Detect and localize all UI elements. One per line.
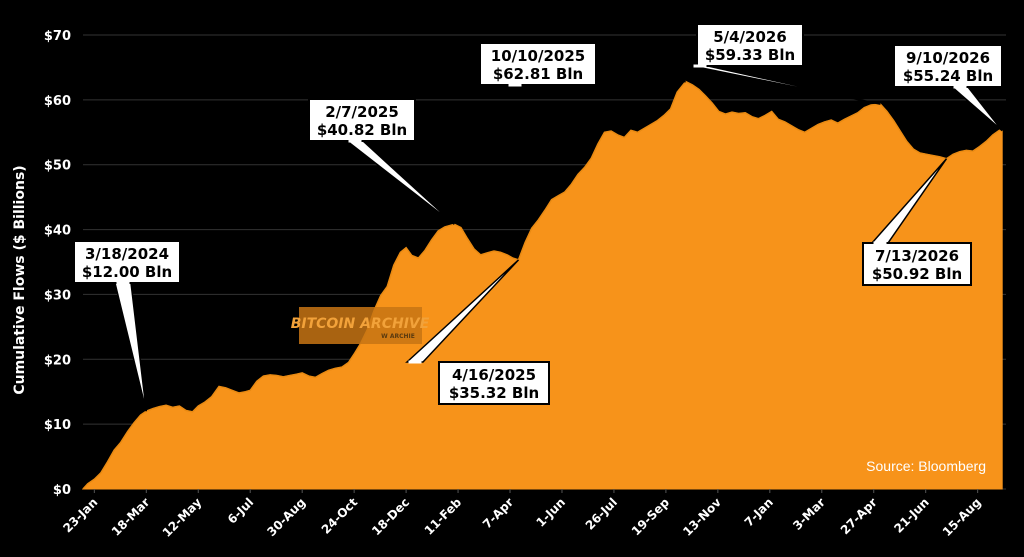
annotation-date: 5/4/2026 bbox=[713, 28, 787, 46]
annotation-value: $40.82 Bln bbox=[317, 121, 407, 139]
y-tick-label: $0 bbox=[53, 483, 71, 498]
annotation-callout: 3/18/2024$12.00 Bln bbox=[73, 240, 181, 412]
annotation-callout: 10/10/2025$62.81 Bln bbox=[479, 42, 686, 87]
y-tick-label: $40 bbox=[44, 224, 71, 239]
annotation-date: 9/10/2026 bbox=[906, 49, 990, 67]
y-tick-label: $60 bbox=[44, 94, 71, 109]
annotation-value: $35.32 Bln bbox=[449, 384, 539, 402]
y-tick-label: $50 bbox=[44, 159, 71, 174]
y-tick-label: $70 bbox=[44, 29, 71, 44]
annotations: 3/18/2024$12.00 Bln 2/7/2025$40.82 Bln 4/1… bbox=[73, 23, 1003, 412]
y-tick-label: $10 bbox=[44, 418, 71, 433]
annotation-date: 4/16/2025 bbox=[452, 366, 536, 384]
annotation-callout: 2/7/2025$40.82 Bln bbox=[308, 98, 455, 225]
annotation-date: 10/10/2025 bbox=[491, 47, 585, 65]
watermark: BITCOIN ARCHIVE W ARCHIE bbox=[291, 307, 430, 344]
callout-box bbox=[308, 98, 416, 142]
annotation-value: $62.81 Bln bbox=[493, 65, 583, 83]
y-tick-label: $30 bbox=[44, 288, 71, 303]
callout-box bbox=[696, 23, 804, 67]
annotation-date: 7/13/2026 bbox=[875, 247, 959, 265]
callout-box bbox=[479, 42, 597, 86]
annotation-value: $12.00 Bln bbox=[82, 263, 172, 281]
annotation-value: $55.24 Bln bbox=[903, 67, 993, 85]
annotation-value: $50.92 Bln bbox=[872, 265, 962, 283]
annotation-value: $59.33 Bln bbox=[705, 46, 795, 64]
annotation-callout: 7/13/2026$50.92 Bln bbox=[862, 158, 972, 286]
callout-box bbox=[438, 361, 550, 405]
y-axis-label: Cumulative Flows ($ Billions) bbox=[12, 165, 28, 394]
source-note: Source: Bloomberg bbox=[866, 458, 986, 474]
watermark-badge bbox=[299, 307, 422, 344]
callout-box bbox=[862, 242, 972, 286]
annotation-date: 3/18/2024 bbox=[85, 245, 169, 263]
annotation-callout: 9/10/2026$55.24 Bln bbox=[893, 44, 1003, 132]
flows-line bbox=[82, 80, 1003, 490]
annotation-date: 2/7/2025 bbox=[325, 103, 399, 121]
y-tick-label: $20 bbox=[44, 353, 71, 368]
watermark-subtitle: W ARCHIE bbox=[381, 333, 415, 340]
annotation-callout: 5/4/2026$59.33 Bln bbox=[691, 23, 881, 105]
callout-box bbox=[893, 44, 1003, 88]
y-axis: $0 $10 $20 $30 $40 $50 $60 $70 bbox=[44, 29, 71, 498]
annotation-callout: 4/16/2025$35.32 Bln bbox=[405, 259, 550, 405]
plot-area bbox=[81, 80, 1003, 490]
watermark-title: BITCOIN ARCHIVE bbox=[291, 316, 430, 332]
